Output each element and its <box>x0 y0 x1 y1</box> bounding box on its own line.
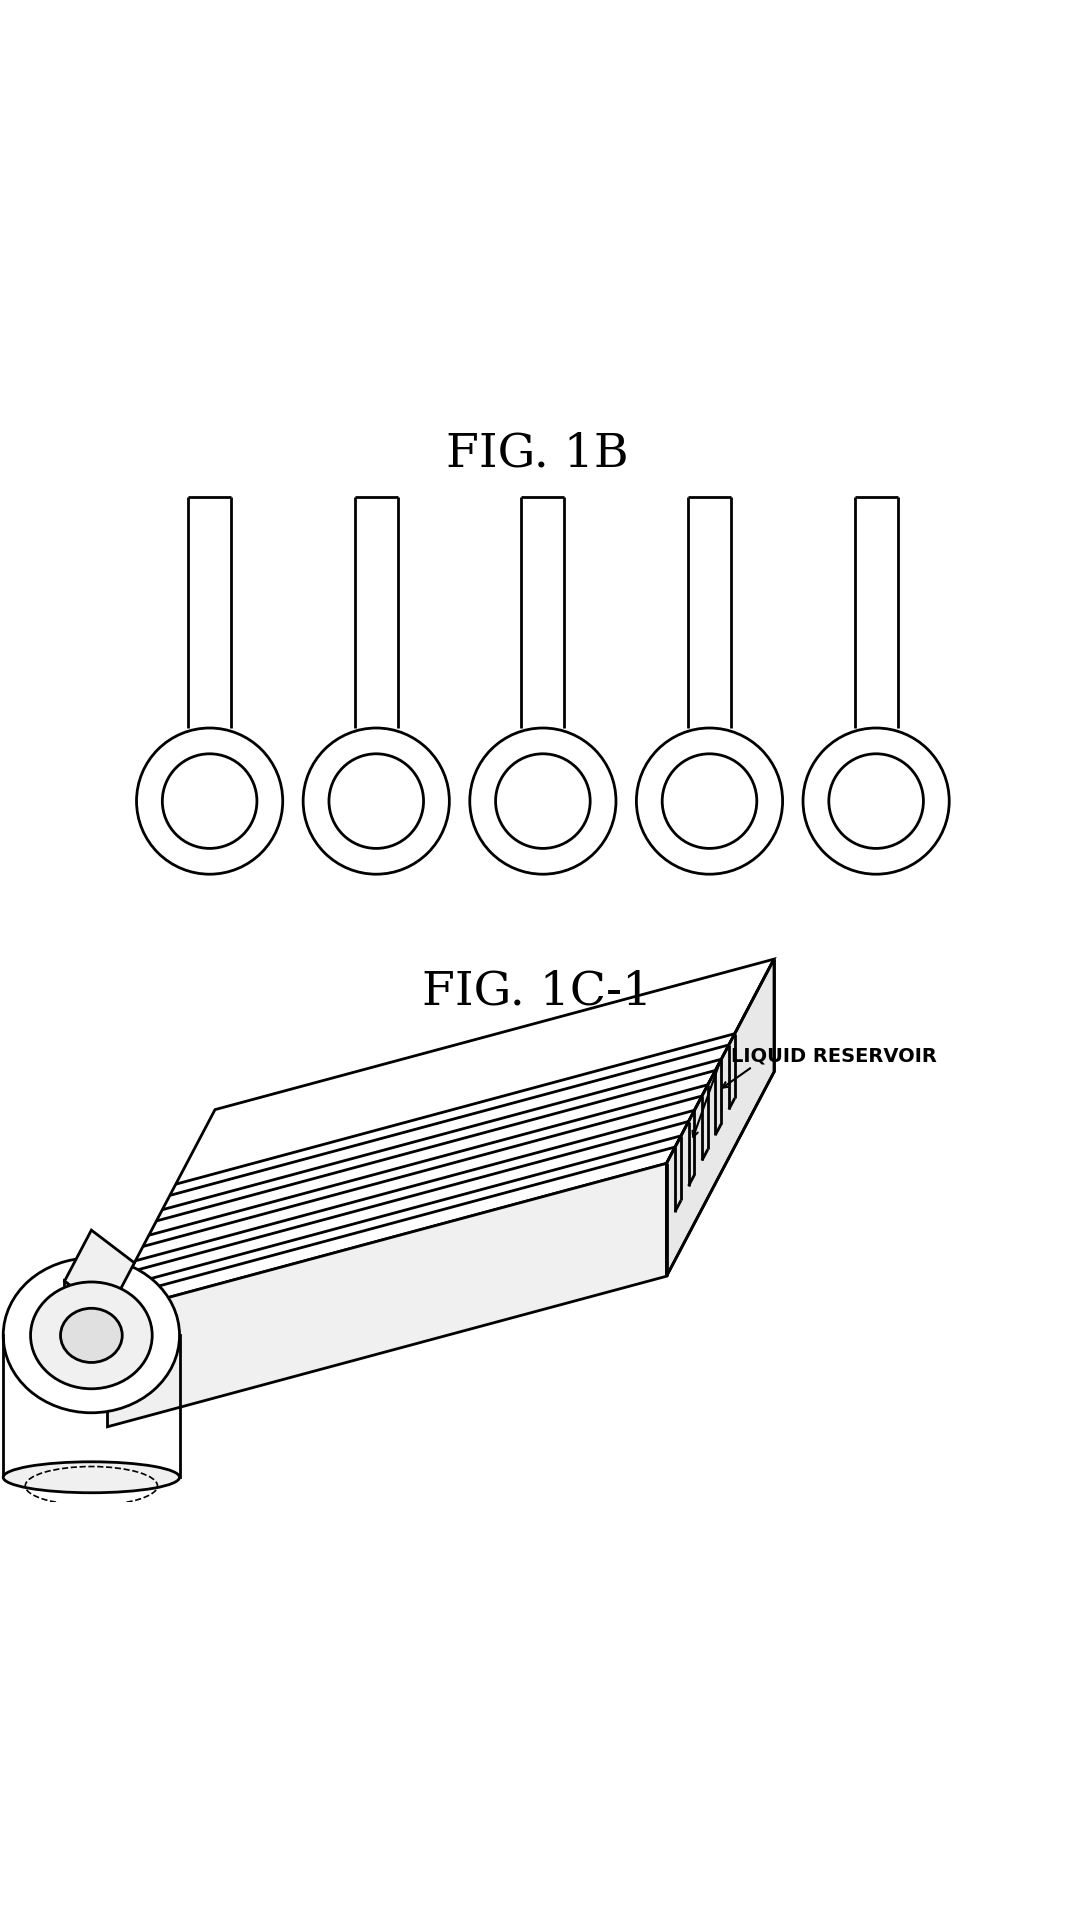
Polygon shape <box>64 1231 134 1314</box>
Text: FIG. 1C-1: FIG. 1C-1 <box>422 968 653 1015</box>
Polygon shape <box>108 1163 666 1427</box>
Ellipse shape <box>3 1462 180 1493</box>
Ellipse shape <box>3 1258 180 1412</box>
Polygon shape <box>108 959 774 1314</box>
Polygon shape <box>64 1281 108 1352</box>
Ellipse shape <box>60 1308 123 1362</box>
Text: LIQUID RESERVOIR: LIQUID RESERVOIR <box>731 1046 937 1065</box>
Text: FIG. 1B: FIG. 1B <box>446 432 629 476</box>
Ellipse shape <box>30 1283 153 1389</box>
Polygon shape <box>666 959 774 1277</box>
